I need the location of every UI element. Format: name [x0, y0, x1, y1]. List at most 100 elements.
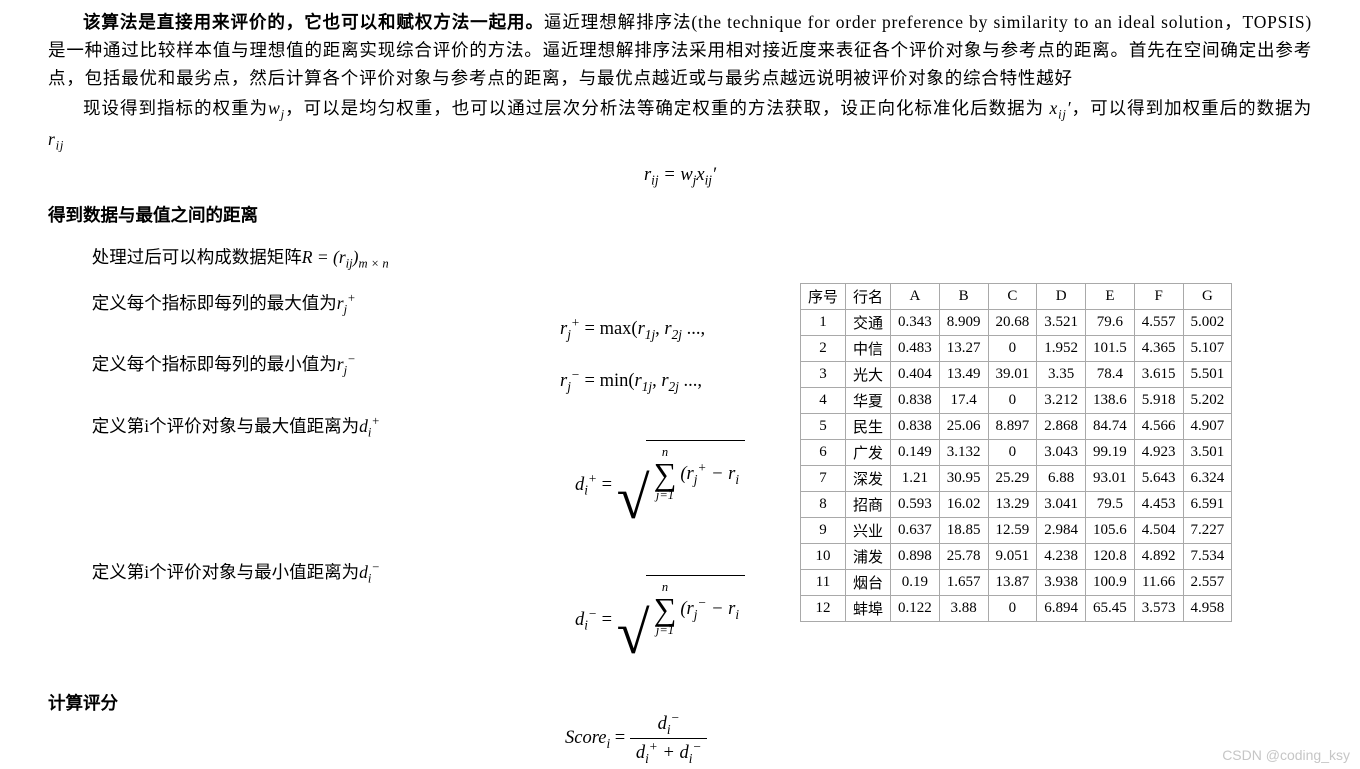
table-cell: 2	[801, 336, 846, 362]
table-cell: 120.8	[1086, 544, 1135, 570]
table-row: 11烟台0.191.65713.873.938100.911.662.557	[801, 570, 1232, 596]
table-cell: 5.202	[1183, 388, 1232, 414]
table-cell: 18.85	[939, 518, 988, 544]
table-cell: 4.907	[1183, 414, 1232, 440]
table-cell: 6.894	[1037, 596, 1086, 622]
table-cell: 交通	[846, 310, 891, 336]
table-cell: 105.6	[1086, 518, 1135, 544]
table-cell: 0.637	[891, 518, 940, 544]
table-row: 5民生0.83825.068.8972.86884.744.5664.907	[801, 414, 1232, 440]
table-cell: 8.909	[939, 310, 988, 336]
table-cell: 5.002	[1183, 310, 1232, 336]
formula-diminus: di− = √ n∑j=1 (rj− − ri	[575, 575, 745, 638]
table-cell: 0.404	[891, 362, 940, 388]
formula-diplus: di+ = √ n∑j=1 (rj+ − ri	[575, 440, 745, 503]
table-cell: 13.29	[988, 492, 1037, 518]
table-cell: 0.838	[891, 414, 940, 440]
table-cell: 100.9	[1086, 570, 1135, 596]
table-cell: 0.593	[891, 492, 940, 518]
table-cell: 6.591	[1183, 492, 1232, 518]
table-cell: 3.521	[1037, 310, 1086, 336]
table-cell: 65.45	[1086, 596, 1135, 622]
paragraph-1: 该算法是直接用来评价的，它也可以和赋权方法一起用。逼近理想解排序法(the te…	[48, 8, 1312, 92]
table-cell: 3.88	[939, 596, 988, 622]
table-cell: 2.984	[1037, 518, 1086, 544]
table-cell: 20.68	[988, 310, 1037, 336]
table-cell: 7.227	[1183, 518, 1232, 544]
table-cell: 84.74	[1086, 414, 1135, 440]
watermark: CSDN @coding_ksy	[1222, 747, 1350, 763]
table-cell: 3.212	[1037, 388, 1086, 414]
table-row: 8招商0.59316.0213.293.04179.54.4536.591	[801, 492, 1232, 518]
table-row: 12蚌埠0.1223.8806.89465.453.5734.958	[801, 596, 1232, 622]
table-cell: 0.483	[891, 336, 940, 362]
table-header: A	[891, 284, 940, 310]
table-cell: 17.4	[939, 388, 988, 414]
table-cell: 0	[988, 596, 1037, 622]
var-xijp: xij′	[1050, 98, 1072, 118]
table-cell: 蚌埠	[846, 596, 891, 622]
table-cell: 12.59	[988, 518, 1037, 544]
paragraph-2: 现设得到指标的权重为wj，可以是均匀权重，也可以通过层次分析法等确定权重的方法获…	[48, 94, 1312, 155]
table-cell: 4.453	[1134, 492, 1183, 518]
section-distance: 得到数据与最值之间的距离	[48, 201, 1312, 229]
table-header: 序号	[801, 284, 846, 310]
table-cell: 4.365	[1134, 336, 1183, 362]
table-cell: 5	[801, 414, 846, 440]
table-cell: 0.898	[891, 544, 940, 570]
table-cell: 25.06	[939, 414, 988, 440]
table-cell: 7	[801, 466, 846, 492]
table-cell: 5.107	[1183, 336, 1232, 362]
table-cell: 5.643	[1134, 466, 1183, 492]
formula-score: Scorei = di− di+ + di−	[565, 710, 707, 768]
table-cell: 30.95	[939, 466, 988, 492]
table-cell: 39.01	[988, 362, 1037, 388]
table-cell: 中信	[846, 336, 891, 362]
table-row: 2中信0.48313.2701.952101.54.3655.107	[801, 336, 1232, 362]
table-cell: 9	[801, 518, 846, 544]
table-cell: 民生	[846, 414, 891, 440]
table-row: 1交通0.3438.90920.683.52179.64.5575.002	[801, 310, 1232, 336]
table-cell: 4.504	[1134, 518, 1183, 544]
table-cell: 5.501	[1183, 362, 1232, 388]
table-cell: 3.043	[1037, 440, 1086, 466]
table-cell: 25.29	[988, 466, 1037, 492]
para1-bold: 该算法是直接用来评价的，它也可以和赋权方法一起用。	[83, 12, 544, 32]
table-cell: 0.838	[891, 388, 940, 414]
table-cell: 1.952	[1037, 336, 1086, 362]
table-cell: 6	[801, 440, 846, 466]
table-cell: 0	[988, 388, 1037, 414]
table-cell: 光大	[846, 362, 891, 388]
table-cell: 3	[801, 362, 846, 388]
table-cell: 79.5	[1086, 492, 1135, 518]
table-cell: 1.657	[939, 570, 988, 596]
data-table-wrap: 序号行名ABCDEFG 1交通0.3438.90920.683.52179.64…	[800, 283, 1232, 622]
table-cell: 1	[801, 310, 846, 336]
table-row: 9兴业0.63718.8512.592.984105.64.5047.227	[801, 518, 1232, 544]
table-cell: 11.66	[1134, 570, 1183, 596]
table-cell: 1.21	[891, 466, 940, 492]
p2c: ，可以得到加权重后的数据为	[1071, 98, 1312, 118]
table-cell: 华夏	[846, 388, 891, 414]
table-cell: 4	[801, 388, 846, 414]
table-cell: 浦发	[846, 544, 891, 570]
table-cell: 10	[801, 544, 846, 570]
table-row: 10浦发0.89825.789.0514.238120.84.8927.534	[801, 544, 1232, 570]
data-table: 序号行名ABCDEFG 1交通0.3438.90920.683.52179.64…	[800, 283, 1232, 622]
formula-rjplus: rj+ = max(r1j, r2j ...,	[560, 315, 705, 343]
table-cell: 3.132	[939, 440, 988, 466]
table-cell: 兴业	[846, 518, 891, 544]
table-cell: 深发	[846, 466, 891, 492]
table-cell: 25.78	[939, 544, 988, 570]
table-cell: 0	[988, 336, 1037, 362]
table-cell: 138.6	[1086, 388, 1135, 414]
table-cell: 9.051	[988, 544, 1037, 570]
table-cell: 4.958	[1183, 596, 1232, 622]
table-cell: 99.19	[1086, 440, 1135, 466]
table-cell: 78.4	[1086, 362, 1135, 388]
p2a: 现设得到指标的权重为	[83, 98, 268, 118]
table-row: 7深发1.2130.9525.296.8893.015.6436.324	[801, 466, 1232, 492]
table-header: E	[1086, 284, 1135, 310]
table-header: G	[1183, 284, 1232, 310]
table-cell: 79.6	[1086, 310, 1135, 336]
